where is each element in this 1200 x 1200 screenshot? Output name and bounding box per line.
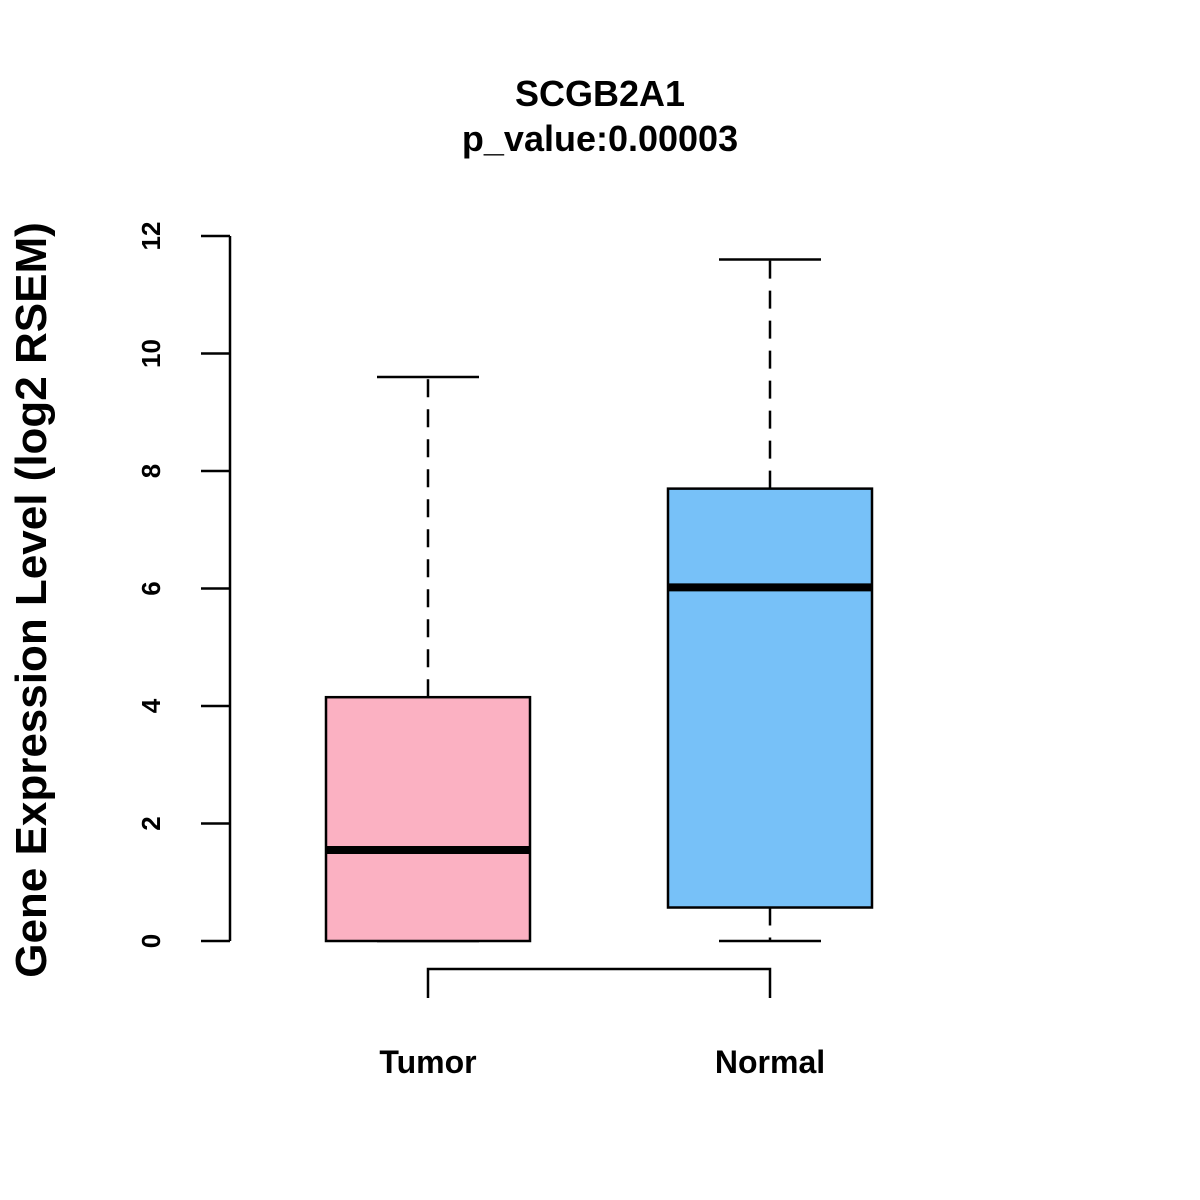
y-tick-label: 2 xyxy=(136,816,166,830)
y-axis: 0 2 4 6 8 10 12 xyxy=(136,222,232,948)
category-labels: Tumor Normal xyxy=(379,1044,825,1080)
box-group xyxy=(324,258,874,943)
y-tick-label: 6 xyxy=(136,581,166,595)
y-tick-label: 12 xyxy=(136,222,166,251)
box-tumor xyxy=(324,695,532,943)
bracket-line xyxy=(426,967,772,998)
y-axis-label: Gene Expression Level (log2 RSEM) xyxy=(7,222,56,978)
category-label: Normal xyxy=(715,1044,825,1080)
comparison-bracket xyxy=(426,967,772,998)
y-tick-label: 10 xyxy=(136,339,166,368)
chart-subtitle: p_value:0.00003 xyxy=(462,118,738,159)
chart-title: SCGB2A1 xyxy=(515,73,685,114)
y-tick-label: 0 xyxy=(136,934,166,948)
box-normal xyxy=(666,487,874,909)
category-label: Tumor xyxy=(379,1044,476,1080)
y-tick-label: 4 xyxy=(136,698,166,713)
y-tick-label: 8 xyxy=(136,464,166,478)
